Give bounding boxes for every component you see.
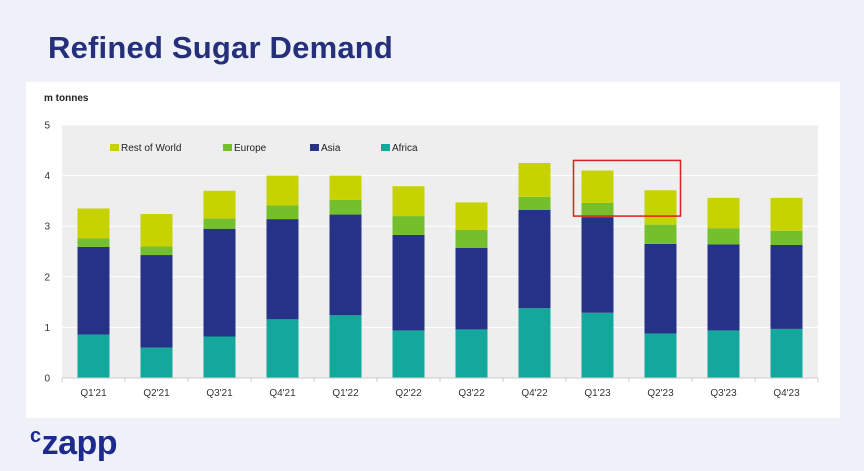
- bar-europe: [644, 224, 677, 244]
- y-tick-label: 2: [44, 272, 50, 283]
- bar-asia: [140, 255, 173, 348]
- bar-rest-of-world: [203, 190, 236, 219]
- bar-asia: [455, 247, 488, 330]
- bar-africa: [140, 347, 173, 378]
- bar-asia: [707, 244, 740, 331]
- page-title: Refined Sugar Demand: [48, 30, 394, 65]
- bar-rest-of-world: [140, 214, 173, 247]
- grid-layer: [62, 124, 818, 378]
- bar-africa: [455, 329, 488, 378]
- bar-rest-of-world: [266, 175, 299, 206]
- bar-rest-of-world: [329, 175, 362, 200]
- bar-europe: [140, 246, 173, 256]
- x-tick-label: Q4'21: [269, 388, 296, 399]
- plot-area: [62, 125, 818, 378]
- bar-rest-of-world: [455, 202, 488, 230]
- czapp-logo: czapp: [30, 424, 118, 462]
- bar-europe: [455, 229, 488, 248]
- bar-africa: [77, 334, 110, 378]
- y-tick-label: 0: [44, 374, 50, 385]
- bar-rest-of-world: [392, 186, 425, 217]
- x-tick-label: Q2'22: [395, 388, 422, 399]
- x-tick-label: Q3'21: [206, 388, 233, 399]
- bar-europe: [266, 205, 299, 220]
- bar-rest-of-world: [707, 197, 740, 229]
- legend-swatch: [223, 144, 232, 151]
- y-tick-label: 1: [44, 323, 50, 334]
- bar-europe: [392, 216, 425, 235]
- bar-africa: [644, 333, 677, 378]
- legend-label: Rest of World: [121, 143, 181, 154]
- bar-rest-of-world: [644, 190, 677, 225]
- stacked-bar-chart: 0 1 2 3 4 5 Q1'21 Q2'21 Q3'21 Q4'21 Q1'22 Q2'22 Q3'2…: [44, 121, 819, 399]
- bar-europe: [203, 218, 236, 229]
- bar-asia: [581, 217, 614, 313]
- legend-swatch: [310, 144, 319, 151]
- bar-europe: [581, 202, 614, 218]
- legend-label: Asia: [321, 143, 341, 154]
- bar-asia: [770, 244, 803, 329]
- bar-africa: [203, 336, 236, 378]
- y-axis-unit-label: m tonnes: [44, 93, 89, 104]
- x-tick-label: Q3'23: [710, 388, 737, 399]
- y-tick-label: 3: [44, 222, 50, 233]
- x-tick-label: Q4'23: [773, 388, 800, 399]
- chart-panel: m tonnes 0 1 2 3 4 5 Q1'21 Q2'21 Q3'21 Q4'21 Q1'22…: [26, 82, 840, 418]
- x-tick-label: Q1'23: [584, 388, 611, 399]
- legend-label: Africa: [392, 143, 418, 154]
- annotation-layer: [572, 159, 682, 217]
- bar-africa: [770, 328, 803, 378]
- bar-rest-of-world: [581, 170, 614, 203]
- bar-asia: [203, 228, 236, 337]
- bar-rest-of-world: [518, 162, 551, 197]
- bar-asia: [266, 219, 299, 320]
- bars-layer: [77, 162, 803, 378]
- bar-africa: [329, 315, 362, 378]
- bar-europe: [77, 238, 110, 247]
- x-tick-label: Q2'23: [647, 388, 674, 399]
- x-tick-label: Q1'21: [80, 388, 107, 399]
- legend-swatch: [381, 144, 390, 151]
- x-tick-label: Q2'21: [143, 388, 170, 399]
- bar-africa: [392, 330, 425, 378]
- axes-layer: 0 1 2 3 4 5 Q1'21 Q2'21 Q3'21 Q4'21 Q1'22 Q2'22 Q3'2…: [44, 121, 819, 399]
- bar-asia: [329, 214, 362, 316]
- bar-africa: [266, 319, 299, 378]
- bar-europe: [707, 228, 740, 245]
- bar-asia: [392, 234, 425, 331]
- legend-swatch: [110, 144, 119, 151]
- bar-europe: [518, 196, 551, 211]
- legend-label: Europe: [234, 143, 267, 154]
- bar-africa: [581, 312, 614, 378]
- x-tick-label: Q1'22: [332, 388, 359, 399]
- x-tick-label: Q3'22: [458, 388, 485, 399]
- y-tick-label: 4: [44, 171, 50, 182]
- bar-europe: [770, 230, 803, 245]
- bar-africa: [707, 330, 740, 378]
- bar-europe: [329, 199, 362, 215]
- bar-asia: [644, 243, 677, 334]
- x-tick-label: Q4'22: [521, 388, 548, 399]
- legend: Rest of World Europe Asia Africa: [110, 143, 418, 154]
- y-tick-label: 5: [44, 121, 50, 132]
- bar-rest-of-world: [77, 208, 110, 239]
- bar-africa: [518, 308, 551, 378]
- highlight-box: [572, 159, 682, 217]
- bar-rest-of-world: [770, 197, 803, 231]
- bar-asia: [77, 246, 110, 335]
- bar-asia: [518, 210, 551, 309]
